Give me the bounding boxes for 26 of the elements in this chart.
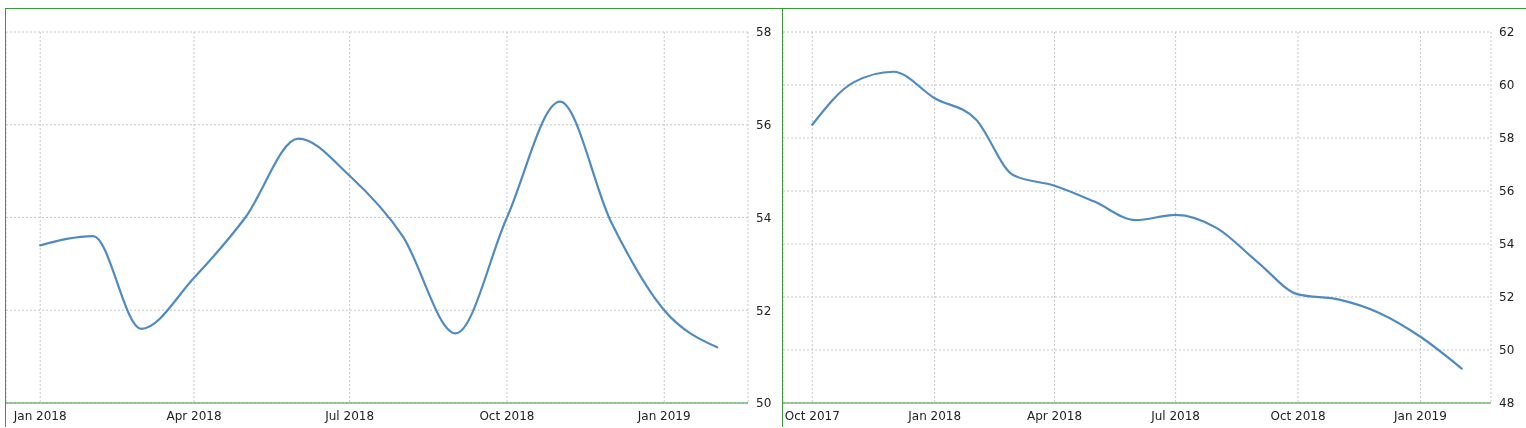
y-tick-label: 58 <box>756 25 772 40</box>
x-tick-label: Apr 2018 <box>1026 408 1083 423</box>
x-tick-label: Oct 2018 <box>479 408 535 423</box>
line-series <box>39 100 719 349</box>
x-tick-label: Jan 2018 <box>907 408 962 423</box>
x-tick-label: Oct 2018 <box>1270 408 1326 423</box>
y-tick-label: 58 <box>1499 131 1515 146</box>
x-tick-label: Jul 2018 <box>1150 408 1201 423</box>
x-tick-label: Jan 2019 <box>1393 408 1447 423</box>
x-tick-label: Apr 2018 <box>166 408 222 423</box>
y-tick-label: 56 <box>756 118 772 133</box>
x-tick-label: Oct 2017 <box>784 408 840 423</box>
x-tick-label: Jan 2018 <box>12 408 67 423</box>
y-tick-label: 50 <box>1499 343 1515 358</box>
y-tick-label: 56 <box>1499 184 1515 199</box>
y-tick-label: 48 <box>1499 396 1515 411</box>
line-series <box>811 70 1463 370</box>
y-tick-label: 60 <box>1499 78 1515 93</box>
y-tick-label: 52 <box>756 303 772 318</box>
x-tick-label: Jul 2018 <box>324 408 375 423</box>
x-tick-label: Jan 2019 <box>636 408 691 423</box>
y-tick-label: 54 <box>756 210 772 225</box>
y-tick-label: 54 <box>1499 237 1515 252</box>
y-tick-label: 62 <box>1499 25 1515 40</box>
y-tick-label: 50 <box>756 396 772 411</box>
y-tick-label: 52 <box>1499 290 1515 305</box>
